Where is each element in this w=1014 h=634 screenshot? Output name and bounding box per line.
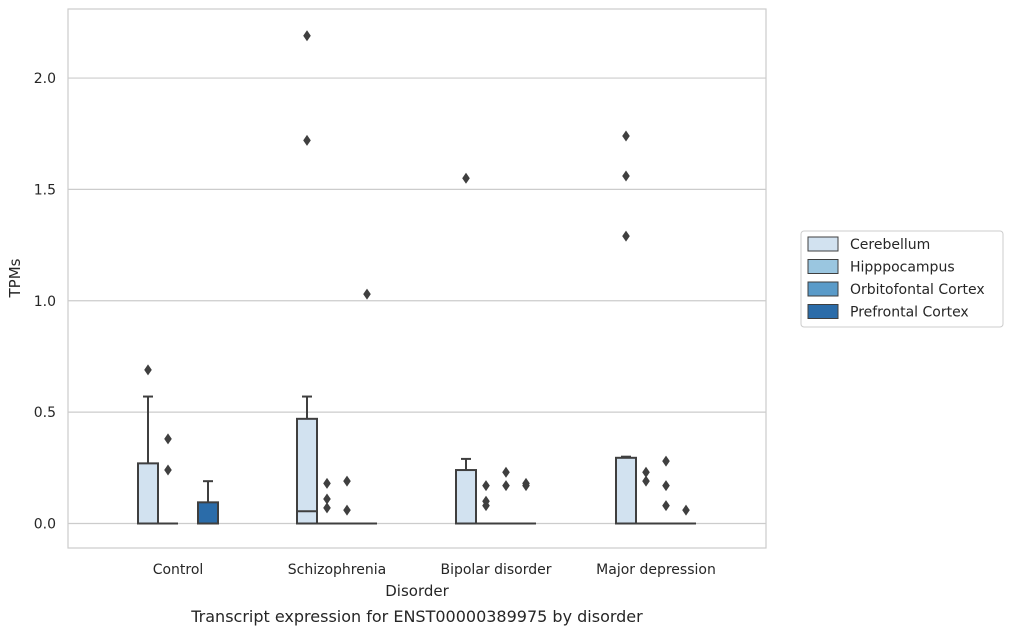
outlier-point [522,477,530,489]
box-group [516,477,536,525]
outlier-point [343,475,351,487]
outlier-point [303,30,311,42]
box-group [676,504,696,525]
legend-label: Orbitofontal Cortex [850,282,985,298]
box-group [476,480,496,525]
x-tick-labels: Control Schizophrenia Bipolar disorder Majo… [153,562,716,578]
outlier-point [642,466,650,478]
legend-swatch [807,236,839,252]
x-tick-label: Schizophrenia [288,562,386,578]
y-tick-label: 0.0 [34,517,56,533]
y-tick-label: 1.0 [34,294,56,310]
legend-swatch [807,259,839,274]
outlier-point [343,504,351,516]
x-tick-label: Control [153,562,204,578]
plot-area [68,9,766,548]
box-group [337,475,357,525]
outlier-point [462,172,470,184]
y-tick-label: 0.5 [34,405,56,421]
outlier-point [642,475,650,487]
legend-label: Hipppocampus [850,260,955,276]
x-tick-label: Major depression [596,562,716,578]
plot-frame [67,8,767,549]
outlier-point [482,495,490,507]
outlier-point [482,480,490,492]
outlier-point [662,455,670,467]
box-group [296,30,318,525]
outlier-point [323,493,331,505]
outlier-point [323,477,331,489]
box [455,469,477,525]
box-group [636,466,656,525]
box [296,417,318,525]
legend-label: Prefrontal Cortex [850,305,969,321]
outlier-point [502,466,510,478]
y-axis-title: TPMs [6,258,24,298]
outlier-point [144,364,152,376]
y-tick-labels: 0.0 0.5 1.0 1.5 2.0 [34,71,56,532]
legend-label: Cerebellum [850,237,930,253]
x-tick-label: Bipolar disorder [440,562,551,578]
legend-swatch [807,281,839,297]
box-group [158,433,178,525]
box-group [317,477,337,525]
outlier-point [622,170,630,182]
outlier-point [502,480,510,492]
legend-swatch [807,304,839,319]
box [197,501,219,525]
x-axis-title: Disorder [385,582,449,600]
outlier-point [303,134,311,146]
outlier-point [662,480,670,492]
outlier-point [363,288,371,300]
box [137,462,159,525]
box-group [496,466,516,525]
legend-frame [800,230,1004,328]
box-group [357,288,377,525]
box-group [137,364,159,525]
box-group [197,480,219,525]
box-marks [137,30,696,525]
outlier-point [662,500,670,512]
y-tick-label: 2.0 [34,71,56,87]
box-group [455,172,477,525]
legend: Cerebellum Hipppocampus Orbitofontal Corte… [800,230,1004,328]
outlier-point [164,433,172,445]
y-tick-label: 1.5 [34,182,56,198]
outlier-point [164,464,172,476]
box [615,456,637,525]
outlier-point [622,230,630,242]
outlier-point [682,504,690,516]
chart-caption: Transcript expression for ENST0000038997… [190,607,643,626]
box-group [615,130,637,525]
outlier-point [622,130,630,142]
box-group [656,455,676,525]
outlier-point [323,502,331,514]
